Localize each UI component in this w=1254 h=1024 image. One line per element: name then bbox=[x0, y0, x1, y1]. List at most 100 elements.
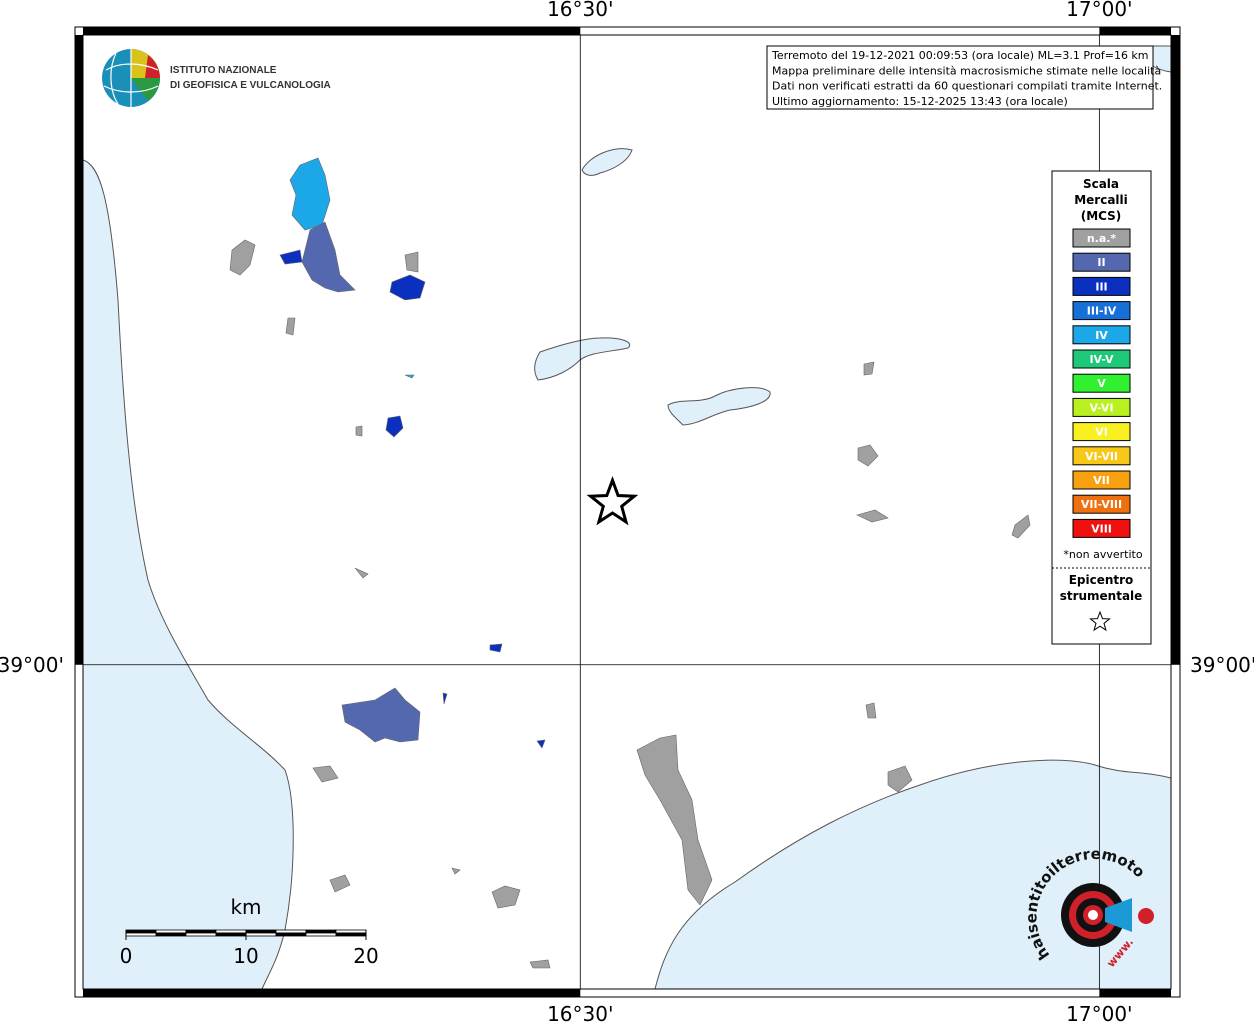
epicenter bbox=[586, 475, 639, 526]
intensity-patches bbox=[229, 157, 1031, 969]
intensity-patch bbox=[354, 567, 369, 579]
legend-epicenter: Epicentro bbox=[1069, 573, 1134, 587]
info-line: Mappa preliminare delle intensità macros… bbox=[772, 64, 1161, 77]
scale-segment bbox=[155, 932, 187, 937]
legend-label: n.a.* bbox=[1087, 232, 1117, 245]
scale-tick-label: 0 bbox=[120, 944, 133, 968]
intensity-patch bbox=[289, 157, 331, 231]
scale-segment bbox=[305, 929, 337, 934]
intensity-patch bbox=[389, 274, 426, 301]
x-tick-label: 16°30' bbox=[547, 1002, 613, 1024]
legend-swatch bbox=[1072, 397, 1131, 417]
intensity-patch bbox=[491, 885, 521, 909]
intensity-patch bbox=[856, 509, 889, 523]
intensity-patch bbox=[341, 687, 421, 743]
sea bbox=[82, 45, 1172, 990]
legend-label: V bbox=[1097, 377, 1106, 390]
intensity-patch bbox=[404, 251, 419, 273]
legend-label: IV-V bbox=[1089, 353, 1114, 366]
frame-bar bbox=[83, 27, 581, 35]
intensity-patch bbox=[865, 702, 877, 719]
legend-swatch bbox=[1072, 228, 1131, 248]
frame-bars bbox=[75, 27, 1180, 997]
legend-note: *non avvertito bbox=[1063, 548, 1142, 561]
legend-star bbox=[1089, 610, 1111, 632]
legend-label: IV bbox=[1095, 329, 1108, 342]
intensity-patch bbox=[857, 444, 879, 467]
scale-segment bbox=[335, 929, 367, 934]
legend-label: II bbox=[1097, 256, 1105, 269]
scale-segment bbox=[335, 932, 367, 937]
scale-segment bbox=[245, 932, 277, 937]
intensity-patch bbox=[279, 249, 303, 265]
scale-segment bbox=[155, 929, 187, 934]
intensity-patch bbox=[404, 374, 415, 379]
institute-logo: ISTITUTO NAZIONALE DI GEOFISICA E VULCAN… bbox=[102, 49, 331, 107]
legend-swatch bbox=[1072, 349, 1131, 369]
frame-bar bbox=[75, 35, 83, 665]
scale-segment bbox=[215, 932, 247, 937]
legend-swatch bbox=[1072, 276, 1131, 296]
scale-bar: 0 10 20 km bbox=[120, 895, 379, 968]
intensity-patch bbox=[451, 867, 461, 875]
x-tick-label: 17°00' bbox=[1066, 0, 1132, 21]
legend-title: (MCS) bbox=[1081, 209, 1122, 223]
institute-line: DI GEOFISICA E VULCANOLOGIA bbox=[170, 80, 331, 91]
legend-epicenter: strumentale bbox=[1060, 589, 1143, 603]
scale-segment bbox=[305, 932, 337, 937]
legend-title: Scala bbox=[1083, 177, 1119, 191]
intensity-patch bbox=[529, 959, 551, 969]
intensity-patch bbox=[442, 692, 448, 705]
legend-label: III-IV bbox=[1087, 305, 1117, 318]
scale-segment bbox=[185, 932, 217, 937]
info-box bbox=[766, 45, 1154, 110]
frame-bar bbox=[83, 989, 581, 997]
intensity-patch bbox=[887, 765, 913, 793]
legend-swatch bbox=[1072, 301, 1131, 321]
intensity-patch bbox=[385, 415, 404, 438]
scale-tick-label: 10 bbox=[233, 944, 258, 968]
legend-label: VI-VII bbox=[1085, 450, 1118, 463]
intensity-patch bbox=[285, 317, 296, 336]
scale-segment bbox=[275, 929, 307, 934]
legend-label: VII-VIII bbox=[1081, 498, 1122, 511]
legend-label: VI bbox=[1095, 426, 1108, 439]
institute-line: ISTITUTO NAZIONALE bbox=[170, 65, 277, 76]
legend-label: VIII bbox=[1091, 522, 1112, 535]
legend-swatch bbox=[1072, 518, 1131, 538]
legend-swatch bbox=[1072, 325, 1131, 345]
scale-segment bbox=[245, 929, 277, 934]
intensity-patch bbox=[355, 425, 363, 437]
x-tick-label: 16°30' bbox=[547, 0, 613, 21]
legend-swatch bbox=[1072, 252, 1131, 272]
info-line: Ultimo aggiornamento: 15-12-2025 13:43 (… bbox=[772, 95, 1068, 108]
intensity-patch bbox=[1011, 514, 1031, 539]
y-tick-label: 39°00' bbox=[1190, 653, 1254, 677]
intensity-patch bbox=[312, 765, 339, 783]
legend-title: Mercalli bbox=[1074, 193, 1128, 207]
legend-swatch bbox=[1072, 373, 1131, 393]
scale-unit: km bbox=[230, 895, 261, 919]
frame-bar bbox=[1099, 989, 1171, 997]
info-line: Terremoto del 19-12-2021 00:09:53 (ora l… bbox=[771, 49, 1149, 62]
frame-bar bbox=[1171, 35, 1180, 665]
scale-tick-label: 20 bbox=[353, 944, 378, 968]
legend-swatch bbox=[1072, 422, 1131, 442]
scale-segment bbox=[275, 932, 307, 937]
scale-segment bbox=[125, 932, 157, 937]
info-line: Dati non verificati estratti da 60 quest… bbox=[772, 80, 1162, 93]
intensity-patch bbox=[489, 643, 503, 653]
legend-label: V-VI bbox=[1089, 401, 1113, 414]
intensity-patch bbox=[329, 874, 351, 893]
legend: ScalaMercalli(MCS)n.a.*IIIIIIII-IVIVIV-V… bbox=[1060, 177, 1143, 632]
legend-label: III bbox=[1095, 280, 1107, 293]
legend-swatch bbox=[1072, 446, 1131, 466]
intensity-patch bbox=[536, 739, 546, 749]
scale-segment bbox=[185, 929, 217, 934]
x-tick-label: 17°00' bbox=[1066, 1002, 1132, 1024]
legend-swatch bbox=[1072, 470, 1131, 490]
legend-swatch bbox=[1072, 494, 1131, 514]
y-tick-label: 39°00' bbox=[0, 653, 64, 677]
